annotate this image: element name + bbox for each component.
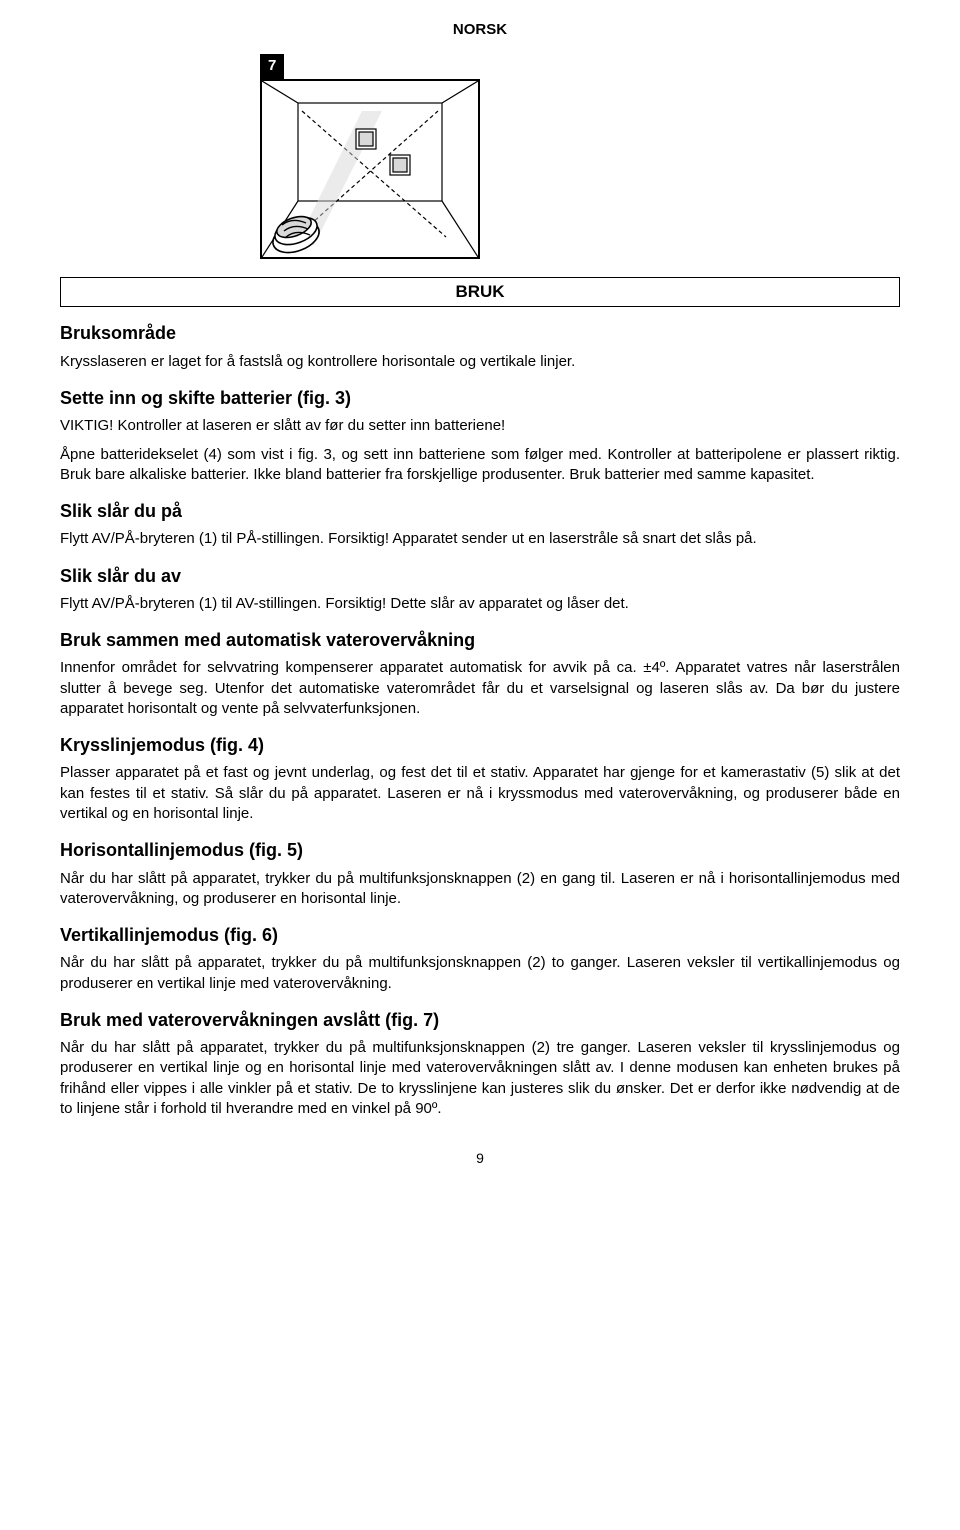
figure-7-container: 7 [260,54,480,258]
section-paragraph: Krysslaseren er laget for å fastslå og k… [60,352,900,372]
section-paragraph: Åpne batteridekselet (4) som vist i fig.… [60,445,900,486]
section-heading: Slik slår du på [60,499,900,523]
section-heading: Slik slår du av [60,564,900,588]
section-paragraph: Når du har slått på apparatet, trykker d… [60,869,900,910]
section-paragraph: Når du har slått på apparatet, trykker d… [60,953,900,994]
page-header: NORSK [60,20,900,40]
section-paragraph: Flytt AV/PÅ-bryteren (1) til PÅ-stilling… [60,529,900,549]
section-heading: Horisontallinjemodus (fig. 5) [60,838,900,862]
section-paragraph: Innenfor området for selvvatring kompens… [60,658,900,719]
section-heading: Vertikallinjemodus (fig. 6) [60,923,900,947]
section-title-bruk: BRUK [60,277,900,308]
section-paragraph: Flytt AV/PÅ-bryteren (1) til AV-stilling… [60,594,900,614]
section-paragraph: Plasser apparatet på et fast og jevnt un… [60,763,900,824]
section-heading: Sette inn og skifte batterier (fig. 3) [60,386,900,410]
section-heading: Bruk med vaterovervåkningen avslått (fig… [60,1008,900,1032]
section-heading: Bruk sammen med automatisk vaterovervåkn… [60,628,900,652]
section-paragraph: Når du har slått på apparatet, trykker d… [60,1038,900,1119]
figure-7-illustration [260,79,480,259]
section-heading: Krysslinjemodus (fig. 4) [60,733,900,757]
section-paragraph: VIKTIG! Kontroller at laseren er slått a… [60,416,900,436]
figure-label: 7 [260,54,284,78]
page-number: 9 [60,1149,900,1168]
section-heading: Bruksområde [60,321,900,345]
